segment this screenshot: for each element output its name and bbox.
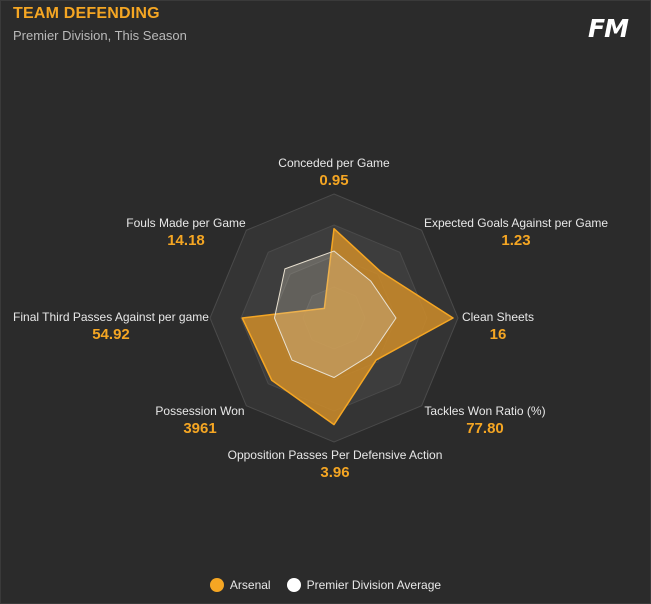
axis-value: 3.96 (320, 464, 350, 481)
axis-name: Fouls Made per Game (126, 216, 246, 230)
axis-name: Final Third Passes Against per game (13, 310, 209, 324)
axis-name: Possession Won (155, 404, 245, 418)
axis-label-7: Fouls Made per Game 14.18 (66, 216, 306, 249)
legend-swatch-arsenal (209, 578, 224, 592)
axis-value: 3961 (183, 420, 217, 437)
page-title: TEAM DEFENDING (13, 5, 160, 22)
axis-value: 54.92 (92, 326, 130, 343)
legend-item-arsenal[interactable]: Arsenal (209, 578, 271, 592)
radar-series (241, 227, 454, 426)
axis-value: 16 (489, 326, 507, 343)
legend-swatch-average (286, 578, 301, 592)
series-area-average (273, 250, 397, 379)
axis-value: 0.95 (319, 172, 349, 189)
axis-label-0: Conceded per Game 0.95 (214, 156, 454, 189)
page-subtitle: Premier Division, This Season (13, 28, 187, 43)
axis-name: Clean Sheets (461, 310, 535, 324)
axis-label-2: Clean Sheets 16 (378, 310, 618, 343)
legend-label-average: Premier Division Average (306, 578, 442, 592)
series-area-arsenal (241, 227, 454, 426)
axis-name: Expected Goals Against per Game (423, 216, 609, 230)
axis-label-1: Expected Goals Against per Game 1.23 (396, 216, 636, 249)
axis-label-3: Tackles Won Ratio (%) 77.80 (365, 404, 605, 437)
axis-label-4: Opposition Passes Per Defensive Action 3.… (215, 448, 455, 481)
axis-value: 14.18 (167, 232, 205, 249)
axis-value: 1.23 (501, 232, 531, 249)
legend-item-average[interactable]: Premier Division Average (286, 578, 442, 592)
axis-label-6: Final Third Passes Against per game 54.92 (0, 310, 231, 343)
axis-value: 77.80 (466, 420, 504, 437)
axis-name: Conceded per Game (278, 156, 390, 170)
axis-label-5: Possession Won 3961 (80, 404, 320, 437)
legend-label-arsenal: Arsenal (229, 578, 271, 592)
legend: Arsenal Premier Division Average (0, 578, 651, 592)
axis-name: Tackles Won Ratio (%) (424, 404, 546, 418)
fm-logo: FM (588, 14, 629, 43)
axis-name: Opposition Passes Per Defensive Action (227, 448, 443, 462)
